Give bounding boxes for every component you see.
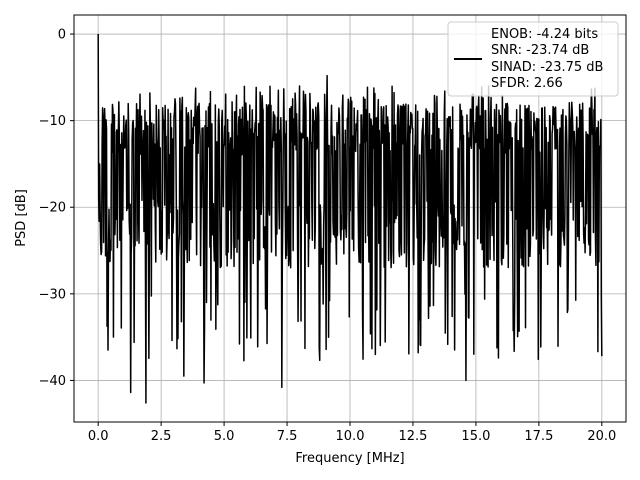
legend-line-1: SNR: -23.74 dB bbox=[491, 43, 589, 58]
legend: ENOB: -4.24 bits SNR: -23.74 dB SINAD: -… bbox=[447, 21, 619, 97]
y-tick-label: −10 bbox=[39, 114, 66, 129]
x-axis-ticks: 0.0 2.5 5.0 7.5 10.0 12.5 15.0 17.5 20.0 bbox=[88, 422, 616, 444]
y-tick-label: 0 bbox=[58, 28, 66, 43]
legend-line-3: SFDR: 2.66 bbox=[491, 76, 563, 91]
plot-area bbox=[97, 34, 603, 404]
x-tick-label: 2.5 bbox=[151, 429, 172, 444]
x-tick-label: 15.0 bbox=[461, 429, 490, 444]
x-tick-label: 10.0 bbox=[336, 429, 365, 444]
x-tick-label: 20.0 bbox=[587, 429, 616, 444]
x-tick-label: 5.0 bbox=[214, 429, 235, 444]
x-tick-label: 7.5 bbox=[277, 429, 298, 444]
y-tick-label: −20 bbox=[39, 201, 66, 216]
x-tick-label: 17.5 bbox=[524, 429, 553, 444]
y-tick-label: −30 bbox=[39, 287, 66, 302]
legend-box bbox=[447, 21, 619, 97]
psd-series-line bbox=[97, 34, 603, 404]
y-axis-ticks: 0 −10 −20 −30 −40 bbox=[39, 28, 74, 389]
y-axis-title: PSD [dB] bbox=[14, 189, 29, 247]
legend-line-0: ENOB: -4.24 bits bbox=[491, 27, 598, 42]
x-tick-label: 0.0 bbox=[88, 429, 109, 444]
legend-line-2: SINAD: -23.75 dB bbox=[491, 60, 603, 75]
x-axis-title: Frequency [MHz] bbox=[295, 451, 404, 466]
x-tick-label: 12.5 bbox=[398, 429, 427, 444]
y-tick-label: −40 bbox=[39, 374, 66, 389]
